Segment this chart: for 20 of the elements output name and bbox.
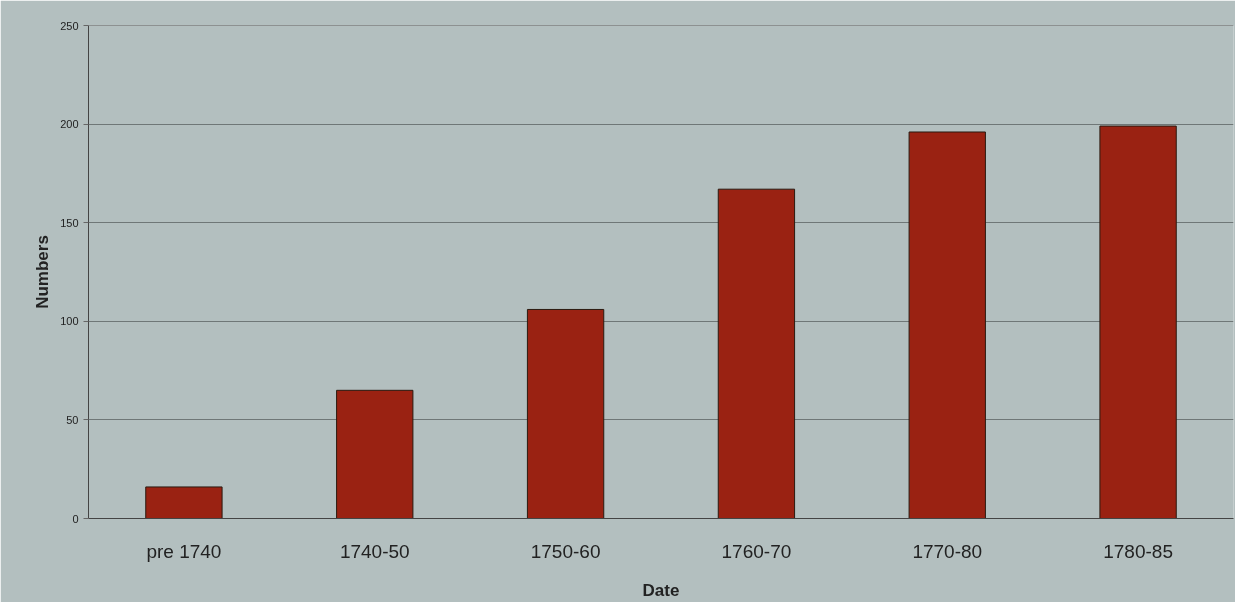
x-tick-label: pre 1740 — [146, 540, 222, 562]
y-axis-title: Numbers — [33, 235, 53, 309]
bar — [1099, 125, 1177, 519]
bar — [717, 188, 796, 519]
x-tick-label: 1780-85 — [1103, 540, 1173, 562]
y-tick-label: 50 — [66, 413, 79, 426]
x-tick-label: 1740-50 — [339, 540, 410, 562]
y-tick-label: 100 — [60, 315, 79, 328]
y-tick-label: 0 — [72, 512, 79, 525]
x-tick-label: 1770-80 — [912, 540, 983, 562]
y-tick-label: 200 — [60, 118, 79, 131]
x-tick-label: 1750-60 — [530, 540, 601, 562]
y-tick-label: 150 — [60, 216, 79, 229]
bar — [908, 131, 986, 519]
bar — [145, 486, 223, 519]
bar — [336, 389, 414, 519]
bar — [526, 308, 605, 519]
x-tick-label: 1760-70 — [721, 540, 792, 562]
y-tick-label: 250 — [60, 19, 79, 32]
x-axis-title: Date — [642, 580, 680, 600]
